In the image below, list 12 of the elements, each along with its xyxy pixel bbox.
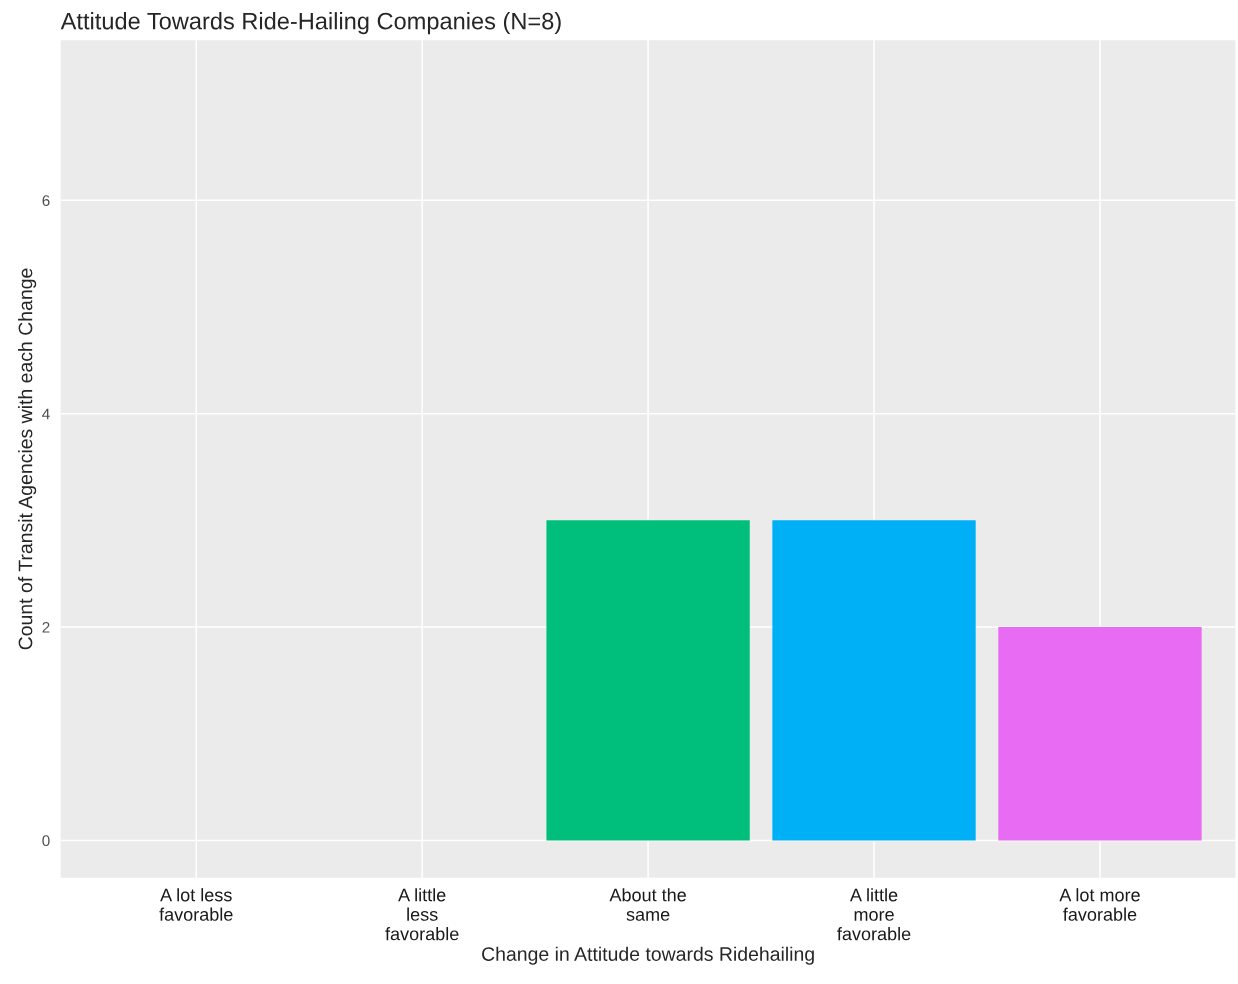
x-tick-label: A lot less favorable [159,888,233,921]
x-axis-title: Change in Attitude towards Ridehailing [482,946,814,965]
y-tick-label: 6 [42,195,50,207]
chart-title: Attitude Towards Ride-Hailing Companies (N=8) [60,12,561,35]
y-tick-label: 2 [42,621,50,633]
x-tick-label: A little less favorable [385,888,459,941]
y-tick-label: 4 [42,408,50,420]
x-tick-label: About the same [609,888,686,921]
x-tick-label: A little more favorable [837,888,911,941]
x-tick-label: A lot more favorable [1059,888,1140,921]
y-axis-title: Count of Transit Agencies with each Change [18,268,37,650]
y-tick-label: 0 [42,835,50,847]
